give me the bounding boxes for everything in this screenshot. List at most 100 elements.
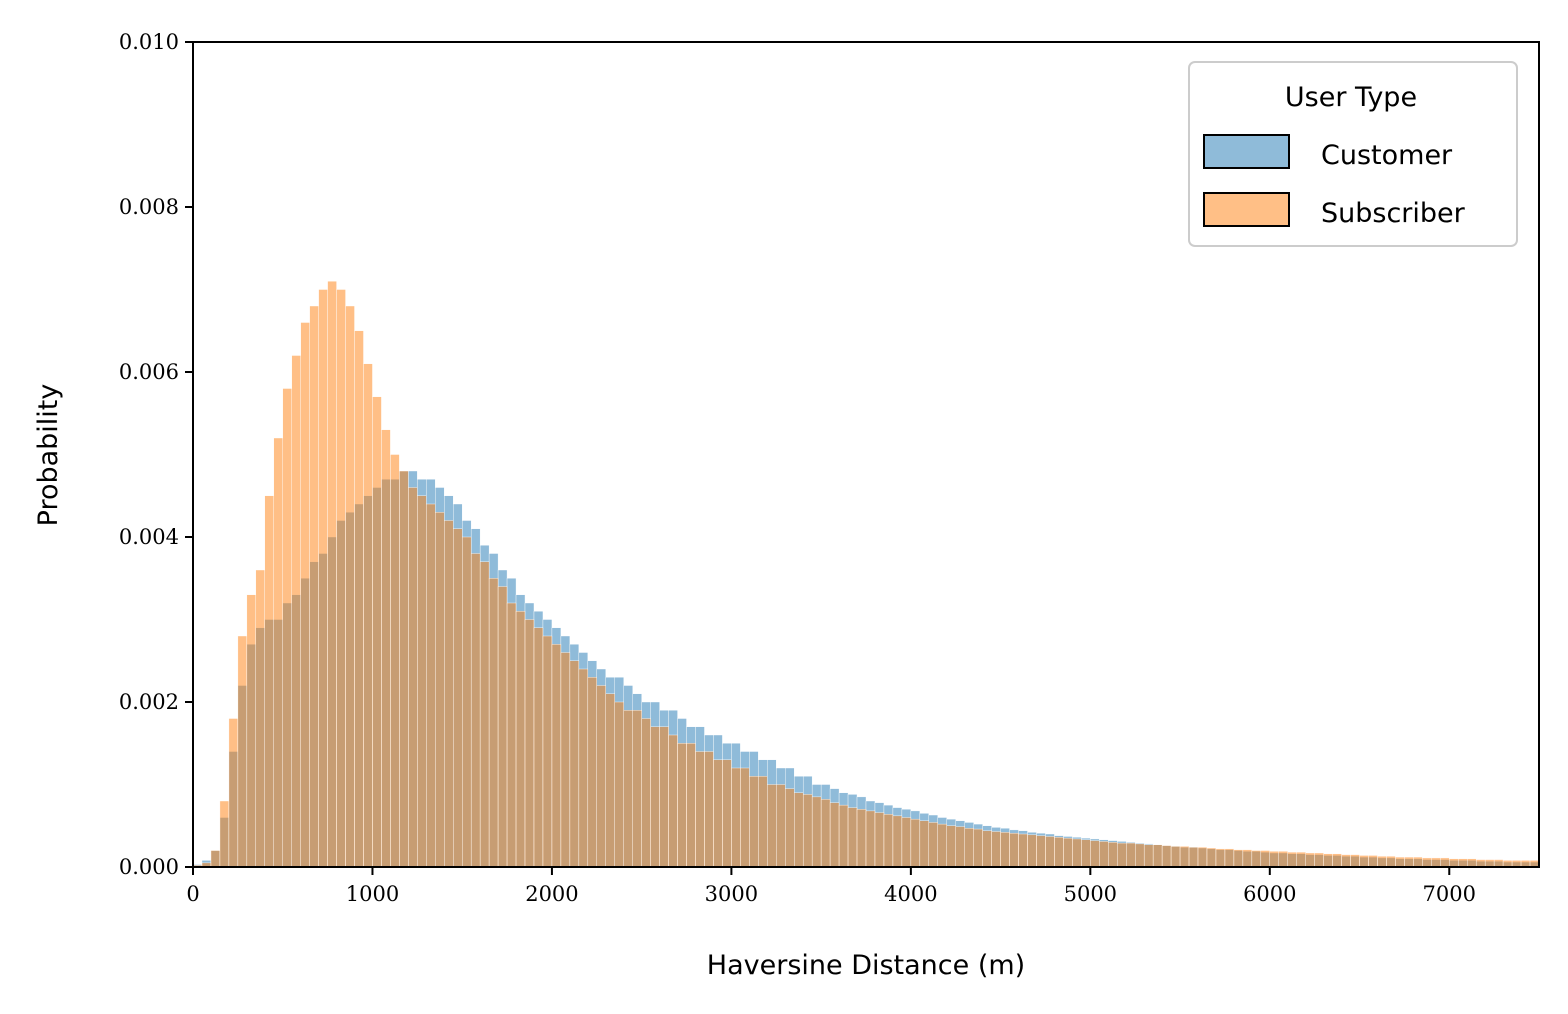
subscriber-bar	[237, 635, 248, 868]
subscriber-bar	[264, 495, 274, 868]
subscriber-bar	[1332, 853, 1342, 868]
x-tick-label: 4000	[884, 882, 937, 906]
x-tick-label: 7000	[1423, 882, 1476, 906]
subscriber-bar	[219, 800, 230, 868]
subscriber-bar	[794, 792, 804, 868]
y-axis-ticks: 0.000 0.002 0.004 0.006 0.008 0.010	[119, 30, 193, 879]
subscriber-bar	[569, 660, 580, 868]
subscriber-bar	[650, 726, 660, 868]
subscriber-bar	[345, 305, 355, 868]
subscriber-bar	[838, 804, 849, 868]
subscriber-bar	[1143, 844, 1154, 868]
subscriber-bar	[883, 814, 894, 868]
subscriber-bar	[587, 677, 597, 868]
subscriber-bar	[811, 796, 822, 868]
subscriber-bar	[1215, 848, 1226, 868]
y-axis-label: Probability	[33, 384, 64, 527]
subscriber-bar	[1242, 849, 1253, 868]
subscriber-bar	[273, 437, 283, 868]
subscriber-bar	[1484, 859, 1495, 868]
subscriber-bar	[596, 685, 606, 868]
subscriber-bar	[1278, 851, 1288, 868]
subscriber-bar	[1431, 857, 1441, 868]
subscriber-bar	[1467, 858, 1477, 868]
subscriber-bar	[1099, 841, 1109, 868]
plot-frame	[192, 41, 1540, 868]
subscriber-bar	[865, 810, 876, 868]
subscriber-bar	[928, 822, 938, 868]
subscriber-bar	[1341, 854, 1351, 868]
x-tick-label: 5000	[1064, 882, 1117, 906]
subscriber-bar	[641, 718, 651, 868]
subscriber-bar	[1287, 851, 1297, 868]
subscriber-bar	[488, 578, 499, 868]
subscriber-bar	[1170, 846, 1181, 868]
x-axis-ticks: 0 1000 2000 3000 4000 5000 6000 7000	[186, 867, 1476, 906]
subscriber-bar	[210, 850, 221, 868]
subscriber-bar	[506, 602, 517, 868]
subscriber-bar	[1027, 834, 1037, 868]
subscriber-bar	[1161, 845, 1172, 868]
legend-label-subscriber: Subscriber	[1321, 198, 1466, 229]
y-tick-label: 0.004	[119, 525, 179, 549]
y-tick-label: 0.010	[119, 30, 179, 54]
legend-swatch-subscriber	[1203, 192, 1290, 227]
subscriber-bar	[1081, 839, 1091, 868]
subscriber-bar	[659, 726, 669, 868]
subscriber-bar	[677, 743, 687, 868]
subscriber-bar	[1126, 842, 1136, 868]
subscriber-bar	[776, 784, 786, 868]
subscriber-bar	[255, 569, 265, 868]
subscriber-bar	[910, 818, 921, 868]
subscriber-bar	[874, 812, 885, 868]
y-tick-label: 0.002	[119, 690, 179, 714]
subscriber-bar	[1359, 855, 1369, 868]
subscriber-bar	[453, 528, 463, 868]
subscriber-bar	[1413, 856, 1423, 868]
subscriber-bar	[560, 652, 571, 868]
subscriber-bar	[919, 820, 930, 868]
subscriber-bar	[462, 536, 472, 868]
subscriber-bar	[973, 828, 983, 868]
subscriber-bar	[417, 495, 427, 868]
legend-label-customer: Customer	[1321, 140, 1453, 171]
subscriber-bar	[1188, 847, 1199, 868]
subscriber-bar	[1036, 835, 1046, 868]
subscriber-bar	[390, 454, 400, 868]
subscriber-bar	[704, 751, 714, 868]
subscriber-bar	[1350, 854, 1360, 868]
subscriber-bar	[982, 830, 992, 868]
subscriber-bar	[399, 470, 409, 868]
subscriber-bar	[937, 823, 947, 868]
subscriber-bar	[381, 429, 391, 868]
subscriber-bar	[542, 635, 553, 868]
subscriber-bar	[327, 281, 337, 868]
subscriber-bar	[1000, 832, 1010, 868]
legend-title: User Type	[1285, 82, 1417, 113]
subscriber-bar	[479, 561, 490, 868]
subscriber-bar	[1422, 857, 1432, 868]
subscriber-bar	[1063, 837, 1073, 868]
subscriber-bar	[713, 759, 723, 868]
subscriber-bar	[1117, 842, 1127, 868]
y-tick-label: 0.000	[119, 855, 179, 879]
subscriber-bar	[623, 710, 633, 868]
subscriber-bar	[1260, 850, 1270, 868]
subscriber-bar	[435, 512, 445, 868]
y-tick-label: 0.006	[119, 360, 179, 384]
subscriber-bar	[1475, 859, 1486, 868]
subscriber-bar	[1206, 847, 1217, 868]
subscriber-bar	[1296, 851, 1306, 868]
subscriber-bar	[614, 701, 624, 868]
subscriber-bar	[1458, 858, 1468, 868]
subscriber-bar	[1018, 833, 1028, 868]
x-tick-label: 1000	[346, 882, 399, 906]
subscriber-bar	[758, 776, 768, 868]
subscriber-bar	[1090, 840, 1100, 868]
subscriber-bar	[847, 807, 858, 868]
subscriber-bar	[1323, 853, 1333, 868]
subscriber-bar	[749, 776, 759, 868]
subscriber-bar	[1440, 857, 1450, 868]
subscriber-bar	[901, 817, 912, 868]
